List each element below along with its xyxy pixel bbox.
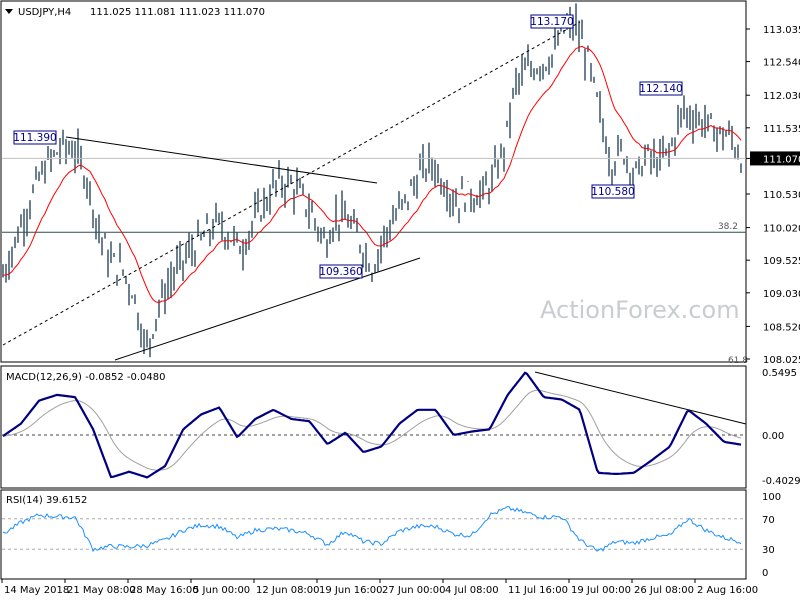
y-tick-label: 111.535 — [763, 124, 800, 135]
rsi-title: RSI(14) 39.6152 — [6, 495, 87, 506]
symbol-label: USDJPY,H4 — [18, 7, 71, 18]
macd-y-tick-label: 0.5495 — [762, 368, 797, 379]
macd-y-tick-label: -0.4029 — [762, 476, 800, 487]
x-tick-label: 2 Aug 16:00 — [697, 585, 758, 596]
macd-y-tick-label: 0.00 — [762, 431, 784, 442]
price-annotation: 112.140 — [639, 83, 682, 95]
y-tick-label: 109.030 — [763, 289, 800, 300]
trendline-upper — [65, 136, 378, 184]
x-tick-label: 21 May 08:00 — [67, 585, 136, 596]
rsi-line — [2, 505, 742, 553]
x-tick-label: 11 Jul 16:00 — [508, 585, 568, 596]
macd-title: MACD(12,26,9) -0.0852 -0.0480 — [6, 372, 166, 383]
axes: 113.035 112.540 112.030 111.535 111.070 110.5… — [1, 25, 800, 596]
y-tick-label: 113.035 — [763, 25, 800, 36]
trendline-channel — [2, 21, 581, 346]
x-tick-label: 28 May 16:00 — [130, 585, 199, 596]
macd-line — [2, 371, 742, 479]
price-annotation-box — [319, 264, 363, 279]
fib-61-label: 61.8 — [728, 356, 748, 366]
x-tick-label: 19 Jun 16:00 — [319, 585, 383, 596]
price-annotation: 109.360 — [319, 266, 362, 278]
main-pane-frame — [0, 0, 747, 363]
macd-signal-line — [2, 389, 742, 471]
y-tick-label: 110.020 — [763, 224, 800, 235]
price-annotation: 110.580 — [591, 186, 634, 198]
triangle-down-icon[interactable] — [5, 9, 13, 14]
y-tick-label: 109.525 — [763, 256, 800, 267]
macd-pane-frame — [0, 365, 747, 489]
watermark: ActionForex.com — [540, 296, 740, 324]
price-annotation-box — [530, 14, 574, 29]
y-tick-label: 108.520 — [763, 322, 800, 333]
y-tick-label: 108.025 — [763, 355, 800, 366]
rsi-y-tick-label: 0 — [762, 568, 768, 579]
x-tick-label: 5 Jun 00:00 — [193, 585, 250, 596]
fib-38-label: 38.2 — [718, 222, 738, 232]
x-tick-label: 19 Jul 00:00 — [571, 585, 631, 596]
trendline-lower — [114, 257, 421, 361]
rsi-y-tick-label: 70 — [762, 515, 775, 526]
x-tick-label: 27 Jun 00:00 — [382, 585, 446, 596]
y-tick-label: 112.030 — [763, 91, 800, 102]
price-annotation-box — [13, 130, 57, 145]
x-tick-label: 12 Jun 08:00 — [256, 585, 320, 596]
price-annotation-box — [591, 184, 635, 199]
rsi-y-tick-label: 100 — [762, 492, 781, 503]
macd-pane[interactable] — [2, 371, 747, 479]
y-tick-label: 112.540 — [763, 58, 800, 69]
price-annotation-box — [639, 81, 683, 96]
rsi-pane-frame — [0, 489, 747, 580]
ohlc-readout: 111.025 111.081 111.023 111.070 — [90, 7, 265, 18]
y-tick-label: 110.530 — [763, 190, 800, 201]
x-tick-label: 14 May 2018 — [4, 585, 69, 596]
rsi-pane[interactable] — [2, 505, 746, 553]
y-tick-label: 111.070 — [763, 154, 800, 165]
x-tick-label: 4 Jul 08:00 — [445, 585, 499, 596]
ema-line — [2, 45, 742, 304]
x-tick-label: 26 Jul 08:00 — [634, 585, 694, 596]
price-annotation: 113.170 — [530, 16, 573, 28]
macd-trendline — [534, 371, 747, 425]
price-pane[interactable]: 38.2 61.8 111.390 109.360 113.170 110.580 112.… — [2, 3, 748, 366]
current-price-tag — [750, 151, 800, 166]
rsi-y-tick-label: 30 — [762, 545, 775, 556]
price-annotation: 111.390 — [13, 132, 56, 144]
